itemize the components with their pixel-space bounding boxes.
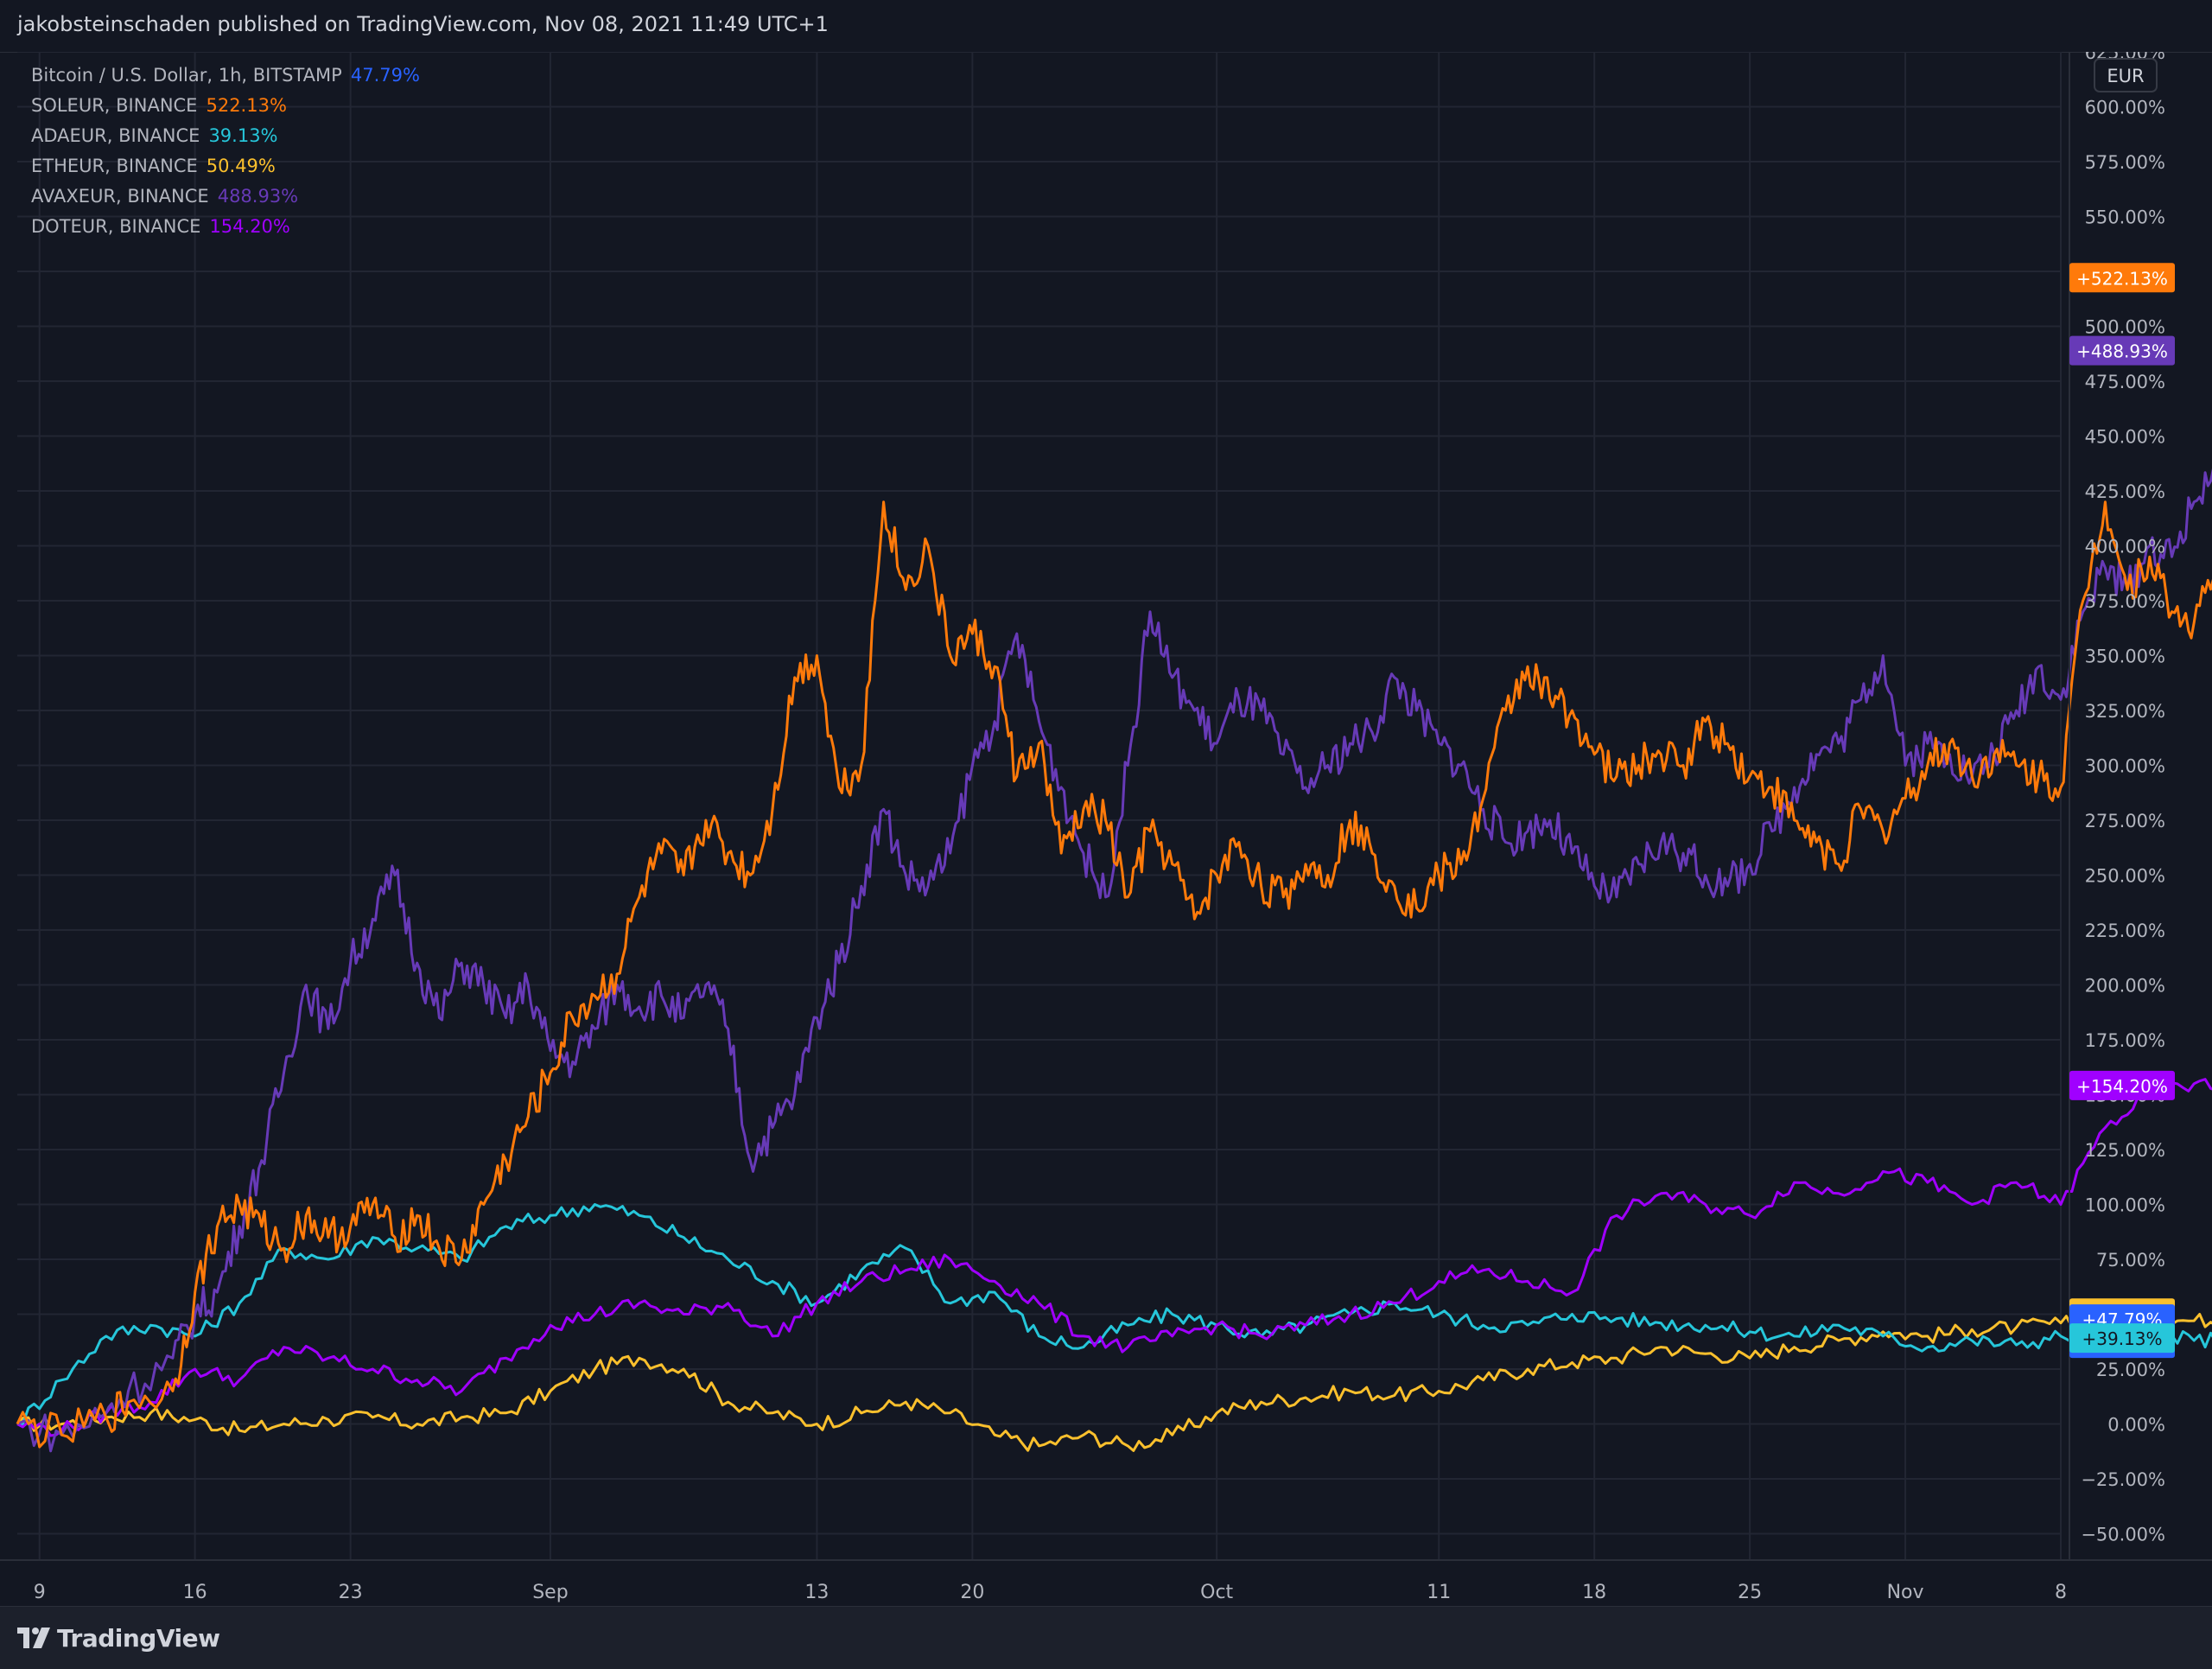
legend-label: Bitcoin / U.S. Dollar, 1h, BITSTAMP bbox=[31, 65, 342, 86]
legend-item-btc[interactable]: Bitcoin / U.S. Dollar, 1h, BITSTAMP 47.79… bbox=[31, 62, 420, 92]
y-tick-label: 25.00% bbox=[2096, 1360, 2165, 1380]
legend-item-avax[interactable]: AVAXEUR, BINANCE 488.93% bbox=[31, 183, 420, 213]
price-label-text: +488.93% bbox=[2076, 341, 2168, 362]
legend-item-eth[interactable]: ETHEUR, BINANCE 50.49% bbox=[31, 153, 420, 183]
y-tick-label: 375.00% bbox=[2085, 591, 2165, 612]
currency-label: EUR bbox=[2107, 66, 2144, 86]
legend-label: DOTEUR, BINANCE bbox=[31, 216, 201, 237]
tradingview-brand: TradingView bbox=[57, 1623, 220, 1653]
y-tick-label: 200.00% bbox=[2085, 976, 2165, 997]
legend-value: 39.13% bbox=[208, 125, 278, 146]
y-tick-label: −50.00% bbox=[2081, 1525, 2165, 1545]
x-tick-label: 23 bbox=[339, 1582, 363, 1603]
y-tick-label: 550.00% bbox=[2085, 207, 2165, 228]
series-legend: Bitcoin / U.S. Dollar, 1h, BITSTAMP 47.79… bbox=[31, 62, 420, 244]
legend-value: 154.20% bbox=[209, 216, 290, 237]
x-axis: 9 16 23 Sep 13 20 Oct 11 18 25 Nov 8 bbox=[0, 1559, 2212, 1603]
chart-canvas[interactable]: 625.00%600.00%575.00%550.00%525.00%500.0… bbox=[0, 52, 2212, 1616]
tradingview-logo[interactable]: TradingView bbox=[17, 1623, 220, 1653]
y-tick-label: 100.00% bbox=[2085, 1195, 2165, 1216]
legend-label: SOLEUR, BINANCE bbox=[31, 95, 198, 116]
x-tick-label: 18 bbox=[1582, 1582, 1606, 1603]
price-label-bg bbox=[2069, 1070, 2175, 1100]
currency-badge bbox=[2094, 58, 2158, 92]
x-tick-label: 9 bbox=[34, 1582, 46, 1603]
y-tick-label: 125.00% bbox=[2085, 1140, 2165, 1161]
y-tick-label: 425.00% bbox=[2085, 481, 2165, 502]
y-axis: 625.00%600.00%575.00%550.00%525.00%500.0… bbox=[2069, 52, 2165, 1560]
price-label-text: +522.13% bbox=[2076, 268, 2168, 289]
legend-value: 522.13% bbox=[206, 95, 287, 116]
series-line-dot bbox=[16, 1078, 2212, 1437]
series-line-avax bbox=[16, 468, 2212, 1453]
y-tick-label: 475.00% bbox=[2085, 372, 2165, 392]
price-label-bg bbox=[2069, 263, 2175, 293]
legend-value: 50.49% bbox=[206, 156, 276, 176]
price-label-bg bbox=[2069, 1323, 2175, 1354]
y-tick-label: 450.00% bbox=[2085, 427, 2165, 448]
series-line-sol bbox=[16, 500, 2212, 1449]
x-tick-label: Nov bbox=[1887, 1582, 1924, 1603]
legend-label: AVAXEUR, BINANCE bbox=[31, 186, 209, 207]
legend-label: ETHEUR, BINANCE bbox=[31, 156, 198, 176]
y-tick-label: 600.00% bbox=[2085, 98, 2165, 118]
x-tick-label: Oct bbox=[1200, 1582, 1233, 1603]
y-tick-label: 325.00% bbox=[2085, 701, 2165, 722]
tradingview-logo-icon bbox=[17, 1628, 50, 1648]
y-tick-label: 225.00% bbox=[2085, 920, 2165, 941]
footer-bar: TradingView bbox=[0, 1606, 2212, 1669]
publisher-bar: jakobsteinschaden published on TradingVi… bbox=[0, 0, 2212, 53]
y-tick-label: 275.00% bbox=[2085, 811, 2165, 831]
x-tick-label: 8 bbox=[2055, 1582, 2067, 1603]
price-labels: +522.13%+488.93%+154.20%+50.49%+47.79%10… bbox=[2069, 263, 2175, 1359]
y-tick-label: 250.00% bbox=[2085, 866, 2165, 887]
legend-item-sol[interactable]: SOLEUR, BINANCE 522.13% bbox=[31, 92, 420, 123]
publisher-line: jakobsteinschaden published on TradingVi… bbox=[17, 12, 829, 36]
legend-value: 488.93% bbox=[217, 186, 299, 207]
y-tick-label: 300.00% bbox=[2085, 756, 2165, 777]
price-label-text: +154.20% bbox=[2076, 1076, 2168, 1097]
x-tick-label: 11 bbox=[1427, 1582, 1451, 1603]
series-line-eth bbox=[16, 1311, 2212, 1452]
legend-value: 47.79% bbox=[350, 65, 420, 86]
y-tick-label: 175.00% bbox=[2085, 1030, 2165, 1051]
legend-item-ada[interactable]: ADAEUR, BINANCE 39.13% bbox=[31, 123, 420, 153]
y-tick-label: 0.00% bbox=[2107, 1415, 2165, 1436]
price-label-ada: +39.13% bbox=[2069, 1323, 2175, 1354]
price-label-text: +39.13% bbox=[2082, 1328, 2162, 1349]
grid-lines bbox=[17, 52, 2062, 1560]
legend-item-dot[interactable]: DOTEUR, BINANCE 154.20% bbox=[31, 213, 420, 244]
x-tick-label: 20 bbox=[960, 1582, 984, 1603]
x-tick-label: 25 bbox=[1738, 1582, 1762, 1603]
y-tick-label: 500.00% bbox=[2085, 317, 2165, 338]
y-tick-label: 400.00% bbox=[2085, 537, 2165, 557]
price-label-sol: +522.13% bbox=[2069, 263, 2175, 293]
x-tick-label: 16 bbox=[183, 1582, 207, 1603]
series-lines bbox=[16, 468, 2212, 1453]
price-label-dot: +154.20% bbox=[2069, 1070, 2175, 1100]
x-tick-label: Sep bbox=[532, 1582, 568, 1603]
legend-label: ADAEUR, BINANCE bbox=[31, 125, 200, 146]
price-label-avax: +488.93% bbox=[2069, 335, 2175, 366]
y-tick-label: 350.00% bbox=[2085, 647, 2165, 667]
price-label-bg bbox=[2069, 335, 2175, 366]
y-tick-label: 575.00% bbox=[2085, 152, 2165, 173]
x-tick-label: 13 bbox=[804, 1582, 829, 1603]
y-tick-label: −25.00% bbox=[2081, 1469, 2165, 1490]
y-tick-label: 75.00% bbox=[2096, 1250, 2165, 1271]
